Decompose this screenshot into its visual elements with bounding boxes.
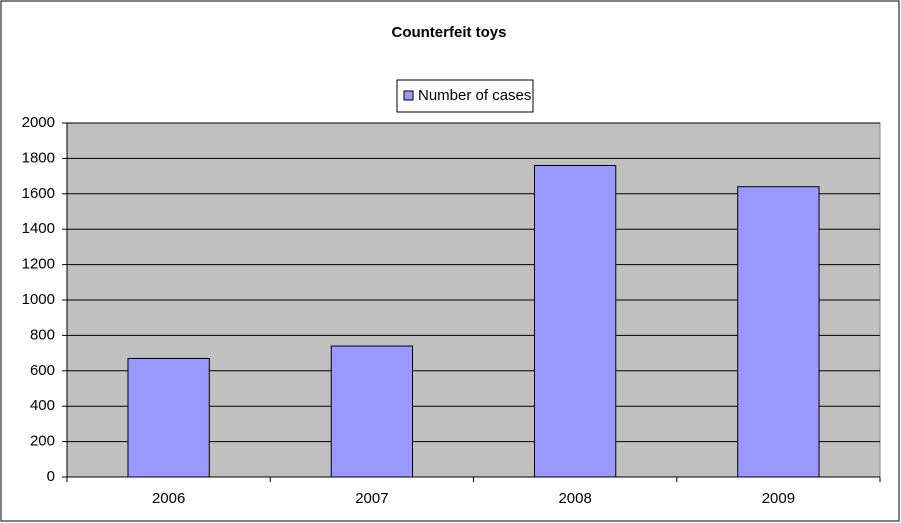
y-tick-label: 1800 [22, 149, 55, 166]
y-tick-label: 400 [30, 397, 55, 414]
y-tick-label: 1000 [22, 291, 55, 308]
legend-swatch [403, 90, 414, 101]
y-tick-label: 0 [47, 468, 55, 485]
bar [330, 345, 414, 478]
y-tick-label: 200 [30, 433, 55, 450]
y-tick-label: 2000 [22, 114, 55, 131]
y-tick-label: 1200 [22, 256, 55, 273]
x-tick-label: 2007 [355, 490, 388, 507]
y-tick-label: 600 [30, 362, 55, 379]
bar [127, 357, 210, 478]
chart-title: Counterfeit toys [391, 24, 506, 41]
bar [737, 186, 820, 478]
bar [533, 164, 617, 478]
x-tick-label: 2006 [152, 490, 185, 507]
x-tick-label: 2008 [558, 490, 591, 507]
y-tick-label: 1600 [22, 185, 55, 202]
legend-label: Number of cases [418, 87, 531, 104]
y-tick-label: 800 [30, 326, 55, 343]
x-tick-label: 2009 [762, 490, 795, 507]
y-tick-label: 1400 [22, 220, 55, 237]
legend-box [396, 79, 534, 113]
